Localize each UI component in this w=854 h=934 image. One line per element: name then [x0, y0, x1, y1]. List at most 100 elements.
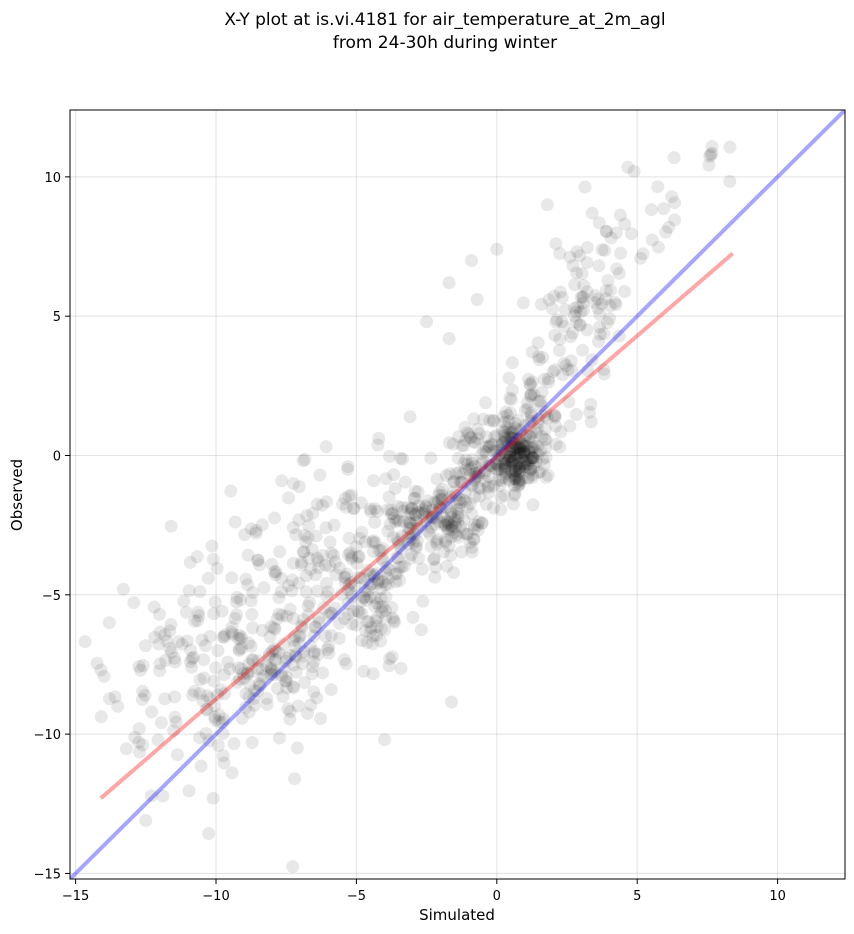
- data-point: [573, 318, 587, 332]
- data-point: [349, 540, 363, 554]
- data-point: [502, 371, 516, 385]
- data-point: [414, 623, 428, 637]
- data-point: [374, 634, 388, 648]
- data-point: [406, 536, 420, 549]
- data-point: [377, 554, 391, 568]
- data-point: [546, 365, 560, 379]
- data-point: [535, 385, 549, 399]
- data-point: [556, 368, 570, 382]
- data-point: [215, 604, 229, 618]
- reference-lines: [70, 110, 845, 879]
- data-point: [270, 612, 284, 626]
- data-point: [452, 466, 466, 480]
- data-point: [316, 666, 330, 680]
- data-point: [566, 259, 580, 273]
- data-point: [376, 575, 390, 589]
- data-point: [507, 451, 521, 465]
- data-point: [514, 457, 528, 471]
- data-point: [359, 535, 372, 549]
- data-point: [236, 667, 250, 681]
- data-point: [136, 738, 150, 752]
- data-point: [390, 513, 404, 527]
- data-point: [512, 474, 526, 487]
- data-point: [512, 460, 526, 474]
- data-point: [371, 573, 385, 587]
- data-point: [408, 508, 422, 521]
- data-point: [175, 637, 189, 651]
- data-point: [456, 467, 470, 481]
- data-point: [321, 585, 335, 599]
- data-point: [281, 702, 295, 716]
- data-point: [147, 600, 161, 614]
- data-point: [600, 316, 614, 330]
- data-point: [435, 492, 449, 506]
- data-point: [206, 791, 220, 805]
- data-point: [191, 605, 205, 619]
- data-point: [433, 485, 447, 499]
- data-point: [94, 663, 108, 677]
- data-point: [464, 431, 478, 445]
- data-point: [493, 479, 507, 492]
- data-point: [465, 541, 479, 554]
- data-point: [212, 708, 226, 722]
- data-point: [370, 628, 384, 642]
- data-point: [197, 671, 211, 685]
- data-point: [612, 329, 626, 343]
- data-point: [379, 603, 393, 617]
- data-point: [332, 631, 346, 645]
- data-point: [486, 438, 500, 452]
- data-point: [568, 278, 582, 292]
- data-point: [352, 549, 366, 563]
- data-point: [405, 502, 419, 515]
- data-point: [90, 656, 104, 670]
- y-tick-label: 10: [44, 171, 61, 186]
- data-point: [482, 439, 496, 453]
- data-point: [367, 545, 380, 558]
- data-point: [366, 629, 380, 643]
- data-point: [437, 545, 451, 559]
- data-point: [369, 614, 383, 628]
- data-point: [393, 538, 406, 552]
- data-point: [163, 624, 177, 638]
- data-point: [667, 151, 681, 165]
- data-point: [442, 436, 456, 450]
- data-point: [242, 657, 256, 671]
- data-point: [275, 669, 289, 683]
- data-point: [180, 634, 194, 648]
- data-point: [651, 240, 665, 254]
- data-point: [299, 535, 313, 549]
- data-point: [467, 435, 481, 449]
- data-point: [350, 557, 364, 570]
- data-point: [501, 439, 515, 453]
- data-point: [370, 596, 384, 610]
- data-point: [296, 454, 310, 468]
- data-point: [505, 383, 519, 397]
- data-point: [403, 516, 416, 530]
- data-point: [432, 499, 446, 513]
- data-point: [562, 395, 576, 409]
- data-point: [260, 691, 274, 705]
- data-point: [508, 440, 522, 454]
- data-point: [514, 443, 528, 456]
- data-point: [401, 526, 415, 540]
- data-point: [365, 535, 379, 549]
- data-point: [387, 614, 401, 628]
- data-point: [279, 670, 293, 684]
- data-point: [525, 345, 539, 359]
- data-point: [243, 678, 257, 692]
- data-point: [379, 590, 393, 604]
- data-point: [336, 497, 349, 511]
- data-point: [357, 664, 371, 678]
- data-point: [302, 551, 316, 565]
- data-point: [238, 528, 252, 542]
- data-point: [608, 295, 622, 309]
- data-point: [292, 480, 306, 494]
- data-point: [283, 649, 297, 662]
- data-point: [651, 180, 665, 194]
- data-point: [519, 428, 533, 442]
- data-point: [291, 699, 305, 713]
- data-point: [394, 542, 408, 555]
- data-point: [329, 568, 343, 582]
- data-point: [549, 419, 563, 433]
- data-point: [486, 413, 500, 427]
